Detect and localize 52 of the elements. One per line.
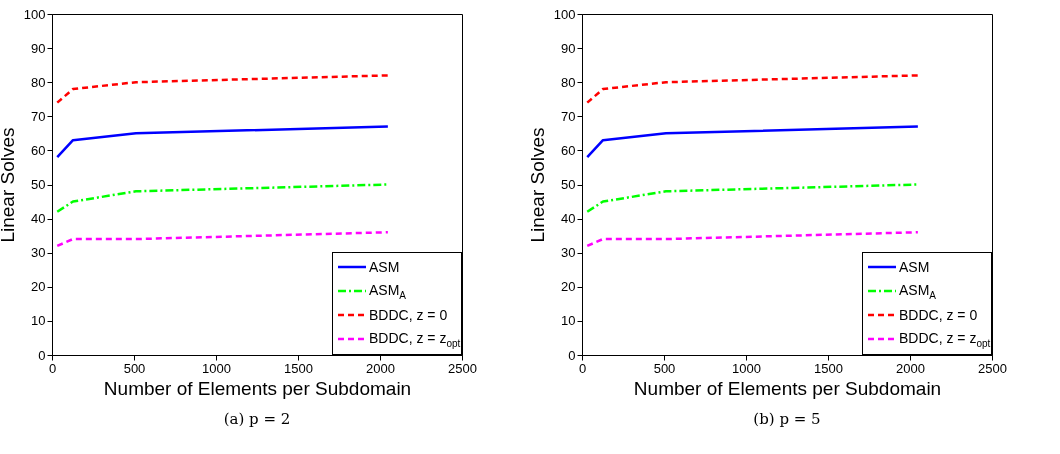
legend-label: ASM$_{A}$ — [369, 281, 407, 301]
y-tick-label: 80 — [561, 74, 576, 90]
x-tick-label: 1500 — [284, 360, 313, 376]
y-tick-label: 20 — [31, 279, 46, 295]
x-tick-label: 0 — [578, 360, 587, 376]
x-tick-label: 2500 — [978, 360, 1007, 376]
y-tick-label: 10 — [561, 313, 576, 329]
y-tick-label: 60 — [561, 142, 576, 158]
line-series — [56, 125, 390, 159]
y-tick-label: 40 — [31, 211, 46, 227]
y-tick-label: 70 — [31, 108, 46, 124]
line-series — [56, 74, 390, 104]
x-tick-label: 2000 — [366, 360, 395, 376]
x-axis-title: Number of Elements per Subdomain — [103, 377, 412, 399]
legend-label: BDDC, z = z$_{opt}$ — [369, 329, 461, 349]
x-tick-label: 2000 — [896, 360, 925, 376]
legend-label: BDDC, z = z$_{opt}$ — [899, 329, 991, 349]
y-tick-label: 40 — [561, 211, 576, 227]
y-tick-label: 50 — [31, 177, 46, 192]
y-tick-label: 30 — [561, 245, 576, 261]
y-tick-label: 100 — [553, 6, 576, 22]
x-axis-title: Number of Elements per Subdomain — [633, 377, 942, 399]
y-tick-label: 50 — [561, 177, 576, 192]
legend-label: ASM — [369, 259, 400, 275]
x-tick-label: 1500 — [814, 360, 843, 376]
x-tick-label: 500 — [123, 360, 146, 376]
y-tick-label: 90 — [561, 40, 576, 56]
y-tick-label: 10 — [31, 313, 46, 329]
legend-label: ASM — [899, 259, 930, 275]
y-tick-label: 20 — [561, 279, 576, 295]
text: (b) p = 5 — [752, 410, 822, 428]
y-tick-label: 0 — [38, 347, 46, 363]
y-tick-label: 100 — [23, 6, 46, 22]
line-series — [586, 74, 920, 104]
legend-label: ASM$_{A}$ — [899, 281, 937, 301]
y-axis-title: Linear Solves — [0, 127, 18, 243]
text: (a) p = 2 — [222, 410, 292, 428]
y-axis-title: Linear Solves — [526, 127, 548, 243]
y-tick-label: 70 — [561, 108, 576, 124]
legend-label: BDDC, z = 0 — [899, 307, 978, 323]
line-series — [586, 125, 920, 159]
y-tick-label: 90 — [31, 40, 46, 56]
x-tick-label: 1000 — [732, 360, 761, 376]
y-tick-label: 0 — [568, 347, 576, 363]
x-tick-label: 2500 — [448, 360, 477, 376]
y-tick-label: 60 — [31, 142, 46, 158]
y-tick-label: 30 — [31, 245, 46, 261]
x-tick-label: 500 — [653, 360, 676, 376]
y-tick-label: 80 — [31, 74, 46, 90]
x-tick-label: 1000 — [202, 360, 231, 376]
x-tick-label: 0 — [48, 360, 57, 376]
legend-label: BDDC, z = 0 — [369, 307, 448, 323]
